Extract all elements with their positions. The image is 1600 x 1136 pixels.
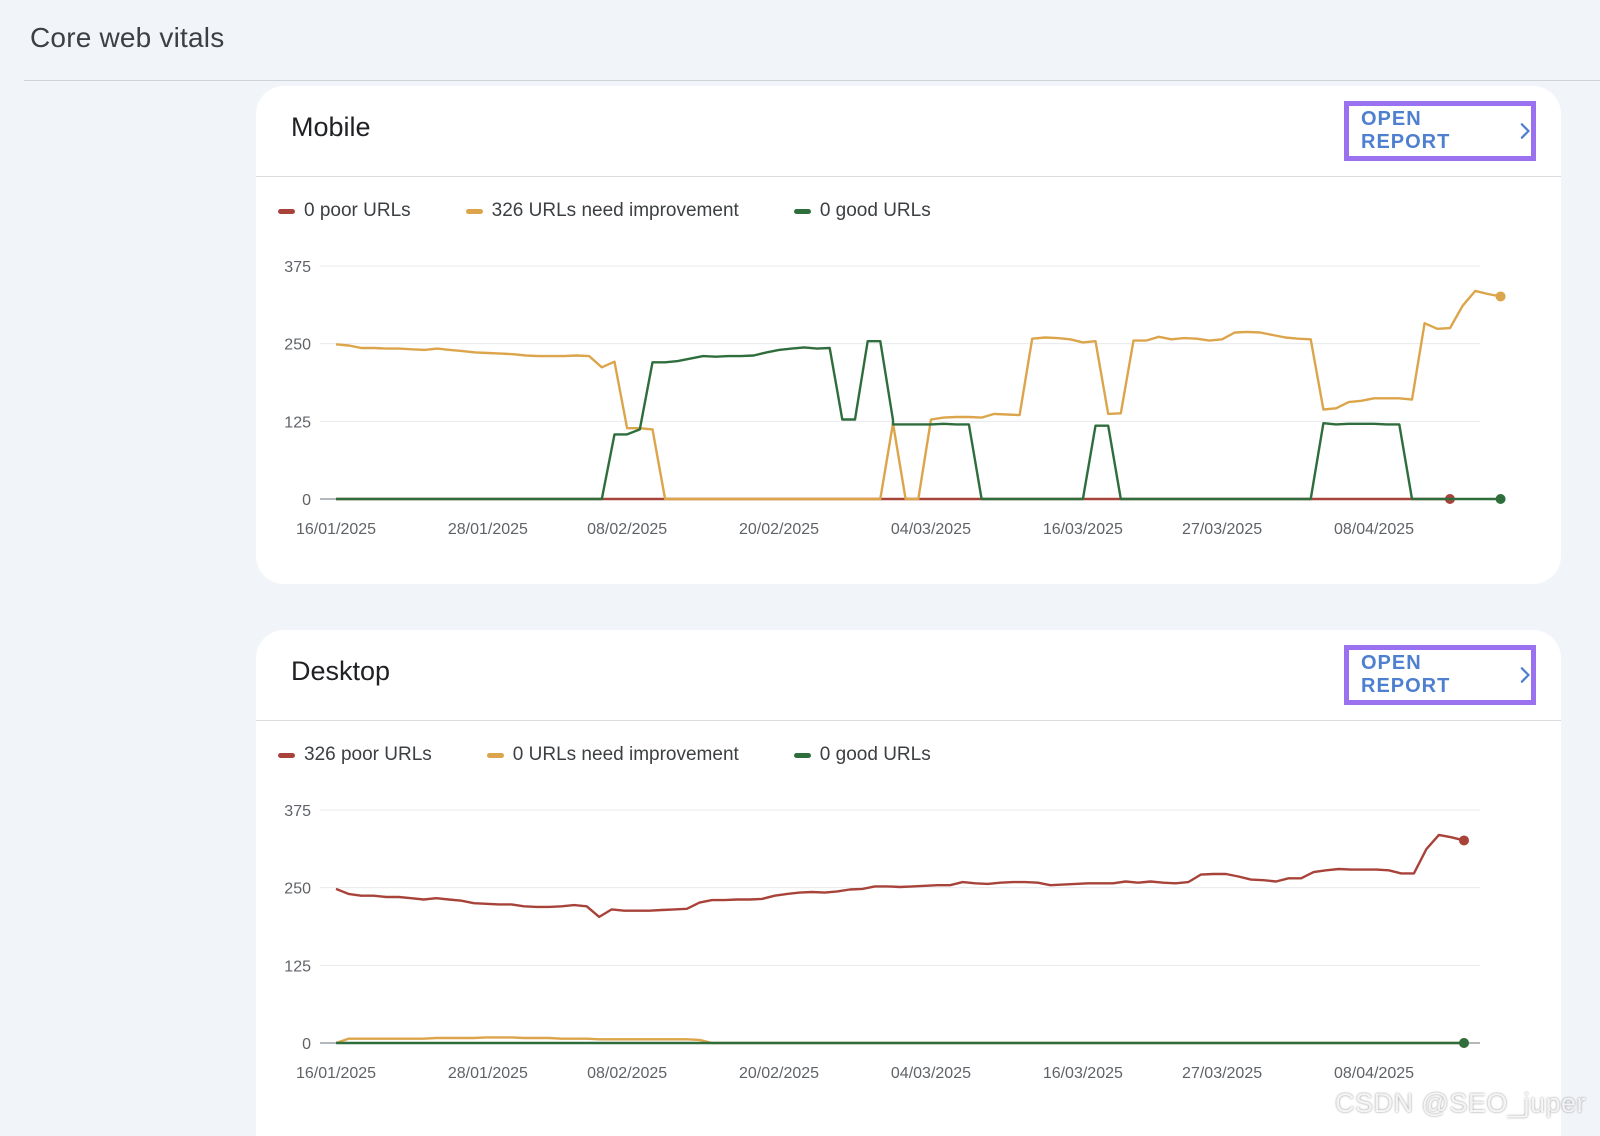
x-tick-label: 08/02/2025 bbox=[587, 521, 667, 538]
legend-swatch-needs-improvement bbox=[465, 208, 483, 214]
legend-label-needs-improvement: 326 URLs need improvement bbox=[491, 200, 739, 221]
page-header: Core web vitals bbox=[0, 0, 1600, 82]
series-line-1 bbox=[335, 289, 1501, 501]
header-divider bbox=[24, 80, 1600, 81]
series-end-point-1 bbox=[1495, 291, 1506, 302]
series-end-point-2 bbox=[1495, 494, 1506, 504]
legend-item-needs-improvement[interactable]: 0 URLs need improvement bbox=[486, 744, 739, 766]
legend-item-good[interactable]: 0 good URLs bbox=[793, 744, 931, 766]
chart-legend: 326 poor URLs 0 URLs need improvement 0 … bbox=[278, 740, 986, 770]
y-tick-label: 0 bbox=[302, 492, 311, 509]
x-tick-label: 16/03/2025 bbox=[1043, 521, 1123, 538]
x-tick-label: 16/01/2025 bbox=[296, 1065, 376, 1082]
card-divider bbox=[256, 176, 1561, 177]
legend-swatch-poor bbox=[278, 208, 295, 214]
x-tick-label: 08/02/2025 bbox=[587, 1065, 667, 1082]
x-tick-label: 04/03/2025 bbox=[891, 521, 971, 538]
legend-swatch-good bbox=[793, 208, 811, 214]
open-report-button-desktop[interactable]: OPEN REPORT bbox=[1344, 645, 1536, 705]
series-line-0 bbox=[335, 833, 1465, 919]
x-tick-label: 04/03/2025 bbox=[891, 1065, 971, 1082]
x-tick-label: 28/01/2025 bbox=[448, 1065, 528, 1082]
x-tick-label: 27/03/2025 bbox=[1182, 521, 1262, 538]
card-title-mobile: Mobile bbox=[291, 112, 371, 142]
desktop-line-chart: 0 125 250 375 16/01/2025 28/01/2025 08/02/2025… bbox=[284, 803, 1480, 1082]
x-tick-label: 27/03/2025 bbox=[1182, 1065, 1262, 1082]
legend-label-needs-improvement: 0 URLs need improvement bbox=[512, 744, 739, 765]
x-tick-label: 16/01/2025 bbox=[296, 521, 376, 538]
legend-swatch-poor bbox=[278, 752, 295, 758]
x-tick-label: 16/03/2025 bbox=[1043, 1065, 1123, 1082]
y-tick-label: 250 bbox=[284, 337, 311, 354]
x-tick-label: 20/02/2025 bbox=[739, 1065, 819, 1082]
x-tick-label: 08/04/2025 bbox=[1334, 1065, 1414, 1082]
y-tick-label: 0 bbox=[302, 1036, 311, 1053]
legend-swatch-needs-improvement bbox=[486, 752, 504, 758]
legend-swatch-good bbox=[793, 752, 811, 758]
desktop-card: Desktop OPEN REPORT 326 poor URLs 0 URLs… bbox=[256, 630, 1561, 1136]
mobile-line-chart: 0 125 250 375 16/01/2025 28/01/2025 08/02/2025… bbox=[284, 259, 1506, 538]
page-title: Core web vitals bbox=[30, 22, 225, 53]
legend-item-poor[interactable]: 0 poor URLs bbox=[278, 200, 411, 222]
x-tick-label: 20/02/2025 bbox=[739, 521, 819, 538]
chevron-right-icon bbox=[1520, 667, 1530, 683]
series-line-2 bbox=[336, 340, 1501, 501]
legend-item-good[interactable]: 0 good URLs bbox=[793, 200, 931, 222]
y-tick-label: 250 bbox=[284, 881, 311, 898]
chevron-right-icon bbox=[1520, 123, 1530, 139]
legend-label-poor: 0 poor URLs bbox=[304, 200, 411, 221]
legend-label-good: 0 good URLs bbox=[819, 744, 931, 765]
legend-item-needs-improvement[interactable]: 326 URLs need improvement bbox=[465, 200, 739, 222]
watermark: CSDN @SEO_juper bbox=[1335, 1088, 1586, 1118]
series-end-point-2 bbox=[1459, 1038, 1469, 1048]
chart-legend: 0 poor URLs 326 URLs need improvement 0 … bbox=[278, 196, 986, 226]
legend-label-poor: 326 poor URLs bbox=[304, 744, 432, 765]
card-title-desktop: Desktop bbox=[291, 656, 391, 686]
y-tick-label: 375 bbox=[284, 259, 311, 276]
mobile-card: Mobile OPEN REPORT 0 poor URLs 326 URLs … bbox=[256, 86, 1561, 584]
x-tick-label: 08/04/2025 bbox=[1334, 521, 1414, 538]
legend-label-good: 0 good URLs bbox=[819, 200, 931, 221]
series-end-point-0 bbox=[1459, 835, 1469, 846]
card-divider bbox=[256, 720, 1561, 721]
open-report-label: OPEN REPORT bbox=[1361, 652, 1451, 697]
open-report-label: OPEN REPORT bbox=[1361, 108, 1451, 153]
y-tick-label: 125 bbox=[284, 414, 311, 431]
y-tick-label: 125 bbox=[284, 958, 311, 975]
y-tick-label: 375 bbox=[284, 803, 311, 820]
open-report-button-mobile[interactable]: OPEN REPORT bbox=[1344, 101, 1536, 161]
x-tick-label: 28/01/2025 bbox=[448, 521, 528, 538]
legend-item-poor[interactable]: 326 poor URLs bbox=[278, 744, 432, 766]
